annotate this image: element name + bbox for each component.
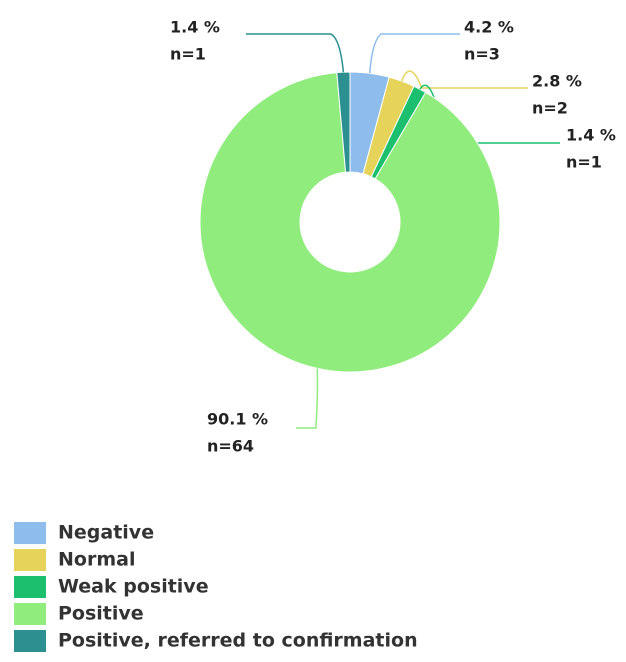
legend-swatch (14, 522, 46, 544)
legend-swatch (14, 576, 46, 598)
legend-swatch (14, 630, 46, 652)
value-label: 90.1 % (207, 410, 268, 429)
count-label: n=2 (532, 99, 568, 118)
legend-swatch (14, 549, 46, 571)
value-label: 2.8 % (532, 72, 582, 91)
connector (369, 33, 460, 74)
legend-label: Weak positive (58, 576, 209, 598)
slice (336, 71, 351, 173)
value-label: 1.4 % (170, 18, 220, 37)
count-label: n=64 (207, 437, 254, 456)
legend-swatch (14, 603, 46, 625)
connector (401, 70, 528, 89)
legend-label: Negative (58, 522, 154, 544)
count-label: n=1 (566, 153, 602, 172)
slice (199, 72, 501, 373)
value-label: 1.4 % (566, 126, 616, 145)
count-label: n=1 (170, 45, 206, 64)
connector (296, 368, 319, 429)
legend-label: Positive (58, 603, 144, 625)
legend-label: Positive, referred to confirmation (58, 630, 418, 652)
count-label: n=3 (464, 45, 500, 64)
value-label: 4.2 % (464, 18, 514, 37)
legend-label: Normal (58, 549, 135, 571)
connector (246, 33, 345, 73)
